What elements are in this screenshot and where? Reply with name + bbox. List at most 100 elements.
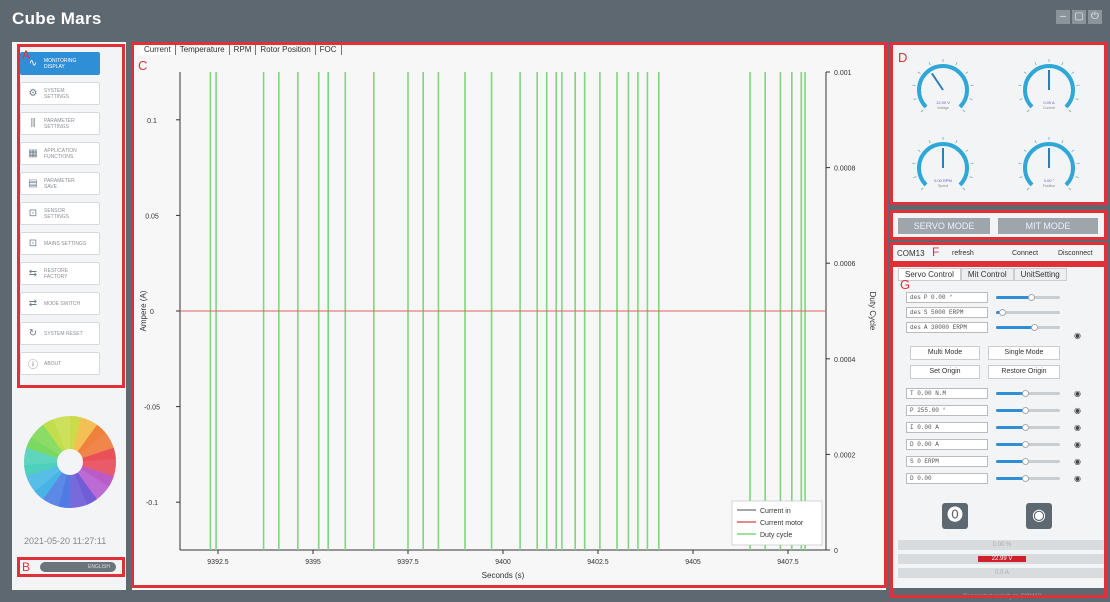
maximize-button[interactable]: ▢ (1072, 10, 1086, 24)
sidebar-item-label: RESTORE FACTORY (44, 267, 69, 280)
gauge-tick (965, 149, 969, 152)
value-slider[interactable] (996, 309, 1060, 316)
region-b-label: B (22, 560, 31, 574)
value-spinbox[interactable]: P 255.00 ° (906, 405, 988, 416)
eye-icon[interactable]: ◉ (1074, 389, 1081, 398)
y-tick-label: 0 (150, 309, 154, 316)
port-bar (891, 242, 1106, 264)
value-spinbox[interactable]: des P 0.00 ° (906, 292, 988, 303)
single-mode-button[interactable]: Single Mode (988, 346, 1060, 360)
eye-icon[interactable]: ◉ (1074, 406, 1081, 415)
value-slider[interactable] (996, 458, 1060, 465)
value-slider[interactable] (996, 441, 1060, 448)
tab-mit-control[interactable]: Mit Control (960, 268, 1014, 281)
status-line-3: 0.0 A (898, 568, 1106, 578)
tab-rpm[interactable]: RPM (230, 44, 257, 55)
y2-tick-label: 0.0002 (834, 452, 856, 459)
eye-icon[interactable]: ◉ (1074, 331, 1081, 340)
tab-temperature[interactable]: Temperature (176, 44, 230, 55)
value-slider[interactable] (996, 390, 1060, 397)
x-tick-label: 9402.5 (587, 559, 609, 566)
minimize-button[interactable]: – (1056, 10, 1070, 24)
refresh-button[interactable]: refresh (952, 250, 974, 257)
sidebar-item-7[interactable]: ⇆ RESTORE FACTORY (20, 262, 100, 285)
x-tick-label: 9395 (305, 559, 321, 566)
grid-icon: ▦ (28, 148, 38, 159)
gauge-tick (1071, 71, 1075, 74)
multi-mode-button[interactable]: Multi Mode (910, 346, 980, 360)
value-spinbox[interactable]: I 0.00 A (906, 422, 988, 433)
tab-servo-control[interactable]: Servo Control (898, 268, 961, 281)
region-c-label: C (138, 58, 148, 73)
connect-button[interactable]: Connect (1012, 250, 1039, 257)
gauge-tick (1075, 176, 1079, 178)
sidebar-item-4[interactable]: ▤ PARAMETER SAVE (20, 172, 100, 195)
mit-mode-button[interactable]: MIT MODE (998, 218, 1098, 234)
pause-icon[interactable]: ⓿ (942, 503, 968, 529)
sidebar-item-10[interactable]: ⓘ ABOUT (20, 352, 100, 375)
sidebar-item-5[interactable]: ⊡ SENSOR SETTINGS (20, 202, 100, 225)
spinbox-value: S 5000 ERPM (923, 309, 964, 316)
current-chart: 9392.5 9395 9397.5 9400 9402.5 9405 9407.5 0.1 0… (139, 70, 877, 580)
gauge-tick (1019, 176, 1023, 178)
gauge-arc (1023, 64, 1075, 109)
y-axis-label: Ampere (A) (139, 290, 148, 331)
sidebar-item-label: ABOUT (44, 360, 62, 367)
status-line-1: 0.00 % (898, 540, 1106, 550)
sidebar-item-label: SYSTEM RESET (44, 330, 83, 337)
y-tick-label: -0.1 (146, 500, 158, 507)
gauge-arc (1023, 142, 1075, 187)
set-origin-button[interactable]: Set Origin (910, 365, 980, 379)
gauge-tick (1061, 62, 1064, 66)
sidebar-item-9[interactable]: ↻ SYSTEM RESET (20, 322, 100, 345)
stop-icon[interactable]: ◉ (1026, 503, 1052, 529)
com-port-select[interactable]: COM13 (897, 249, 925, 258)
y-tick-label: -0.05 (144, 405, 160, 412)
value-slider[interactable] (996, 424, 1060, 431)
eye-icon[interactable]: ◉ (1074, 440, 1081, 449)
value-slider[interactable] (996, 407, 1060, 414)
servo-mode-button[interactable]: SERVO MODE (898, 218, 990, 234)
sidebar-item-3[interactable]: ▦ APPLICATION FUNCTIONS (20, 142, 100, 165)
value-spinbox[interactable]: des A 30000 ERPM (906, 322, 988, 333)
x-tick-label: 9400 (495, 559, 511, 566)
value-spinbox[interactable]: T 0.00 N.M (906, 388, 988, 399)
eye-icon[interactable]: ◉ (1074, 474, 1081, 483)
language-select[interactable]: ENGLISH (40, 562, 116, 572)
value-slider[interactable] (996, 294, 1060, 301)
tab-foc[interactable]: FOC (316, 44, 342, 55)
value-spinbox[interactable]: D 0.00 A (906, 439, 988, 450)
sidebar-item-6[interactable]: ⊡ MAINS SETTINGS (20, 232, 100, 255)
gauge-tick (1023, 71, 1027, 74)
spinbox-value: D 0.00 A (910, 441, 939, 448)
gauge-tick (913, 176, 917, 178)
value-slider[interactable] (996, 324, 1060, 331)
sidebar-item-1[interactable]: ⚙ SYSTEM SETTINGS (20, 82, 100, 105)
app-logo: Cube Mars (12, 9, 102, 28)
tab-current[interactable]: Current (140, 44, 176, 55)
eye-icon[interactable]: ◉ (1074, 457, 1081, 466)
close-button[interactable]: ⏻ (1088, 10, 1102, 24)
eye-icon[interactable]: ◉ (1074, 423, 1081, 432)
value-slider[interactable] (996, 475, 1060, 482)
wheel-segment (26, 419, 70, 462)
sidebar-item-2[interactable]: ⫼ PARAMETER SETTINGS (20, 112, 100, 135)
sidebar-item-8[interactable]: ⇄ MODE SWITCH (20, 292, 100, 315)
sidebar-item-0[interactable]: ∿ MONITORING DISPLAY (20, 52, 100, 75)
value-spinbox[interactable]: S 0 ERPM (906, 456, 988, 467)
y2-axis-label: Duty Cycle (868, 292, 877, 331)
chart-panel (132, 42, 886, 590)
y2-tick-label: 0 (834, 548, 838, 555)
tab-rotor-position[interactable]: Rotor Position (256, 44, 316, 55)
x-tick-label: 9397.5 (397, 559, 419, 566)
gauge-tick (1023, 149, 1027, 152)
tab-unitsetting[interactable]: UnitSetting (1013, 268, 1067, 281)
chart-icon: ⊡ (28, 208, 38, 219)
gauge-arc (917, 142, 969, 187)
gauge-caption: Voltage (937, 106, 949, 110)
disconnect-button[interactable]: Disconnect (1058, 250, 1093, 257)
value-spinbox[interactable]: des S 5000 ERPM (906, 307, 988, 318)
restore-origin-button[interactable]: Restore Origin (988, 365, 1060, 379)
value-spinbox[interactable]: D 0.00 (906, 473, 988, 484)
